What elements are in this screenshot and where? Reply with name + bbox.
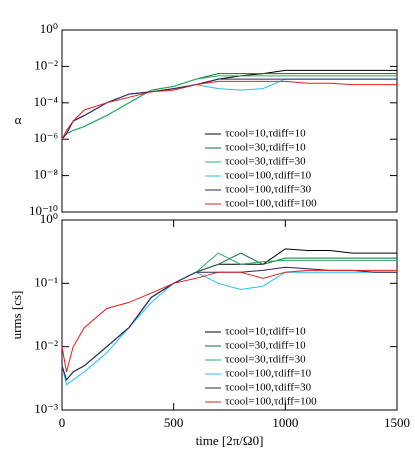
y-axis-label: urms [cs] xyxy=(9,291,24,340)
x-tick-label: 0 xyxy=(59,415,66,430)
y-tick-label: 10⁻¹⁰ xyxy=(29,203,58,218)
series-line xyxy=(61,75,397,140)
legend-label: τcool=30,τdiff=30 xyxy=(225,354,306,366)
y-axis-label: α xyxy=(15,112,22,127)
legend-label: τcool=30,τdiff=30 xyxy=(225,156,306,168)
y-tick-label: 10⁻⁴ xyxy=(34,94,59,109)
legend-label: τcool=30,τdiff=10 xyxy=(225,142,306,154)
series-line xyxy=(61,269,397,373)
legend-label: τcool=100,τdiff=10 xyxy=(225,368,312,380)
legend-label: τcool=100,τdiff=30 xyxy=(225,382,312,394)
legend-label: τcool=100,τdiff=100 xyxy=(225,396,317,408)
legend-label: τcool=100,τdiff=10 xyxy=(225,170,312,182)
series-line xyxy=(61,78,397,140)
legend-label: τcool=100,τdiff=100 xyxy=(225,198,317,210)
y-tick-label: 10⁻² xyxy=(34,57,58,72)
x-tick-label: 500 xyxy=(164,415,184,430)
series-line xyxy=(61,271,397,386)
legend-label: τcool=100,τdiff=30 xyxy=(225,184,312,196)
y-tick-label: 10⁻⁶ xyxy=(34,130,58,145)
y-tick-label: 10⁰ xyxy=(40,21,58,36)
x-tick-label: 1500 xyxy=(384,415,410,430)
legend-label: τcool=10,τdiff=10 xyxy=(225,326,306,338)
plot-frame xyxy=(61,219,398,411)
legend-label: τcool=10,τdiff=10 xyxy=(225,128,306,140)
y-tick-label: 10⁻² xyxy=(34,338,58,353)
series-line xyxy=(61,80,397,140)
y-tick-label: 10⁻⁸ xyxy=(34,167,59,182)
y-tick-label: 10⁻³ xyxy=(34,401,58,416)
x-tick-label: 1000 xyxy=(272,415,298,430)
y-tick-label: 10⁻¹ xyxy=(34,274,58,289)
y-tick-label: 10⁰ xyxy=(40,211,58,226)
plot-frame xyxy=(61,29,398,213)
x-axis-label: time [2π/Ω0] xyxy=(196,433,264,448)
legend-label: τcool=30,τdiff=10 xyxy=(225,340,306,352)
